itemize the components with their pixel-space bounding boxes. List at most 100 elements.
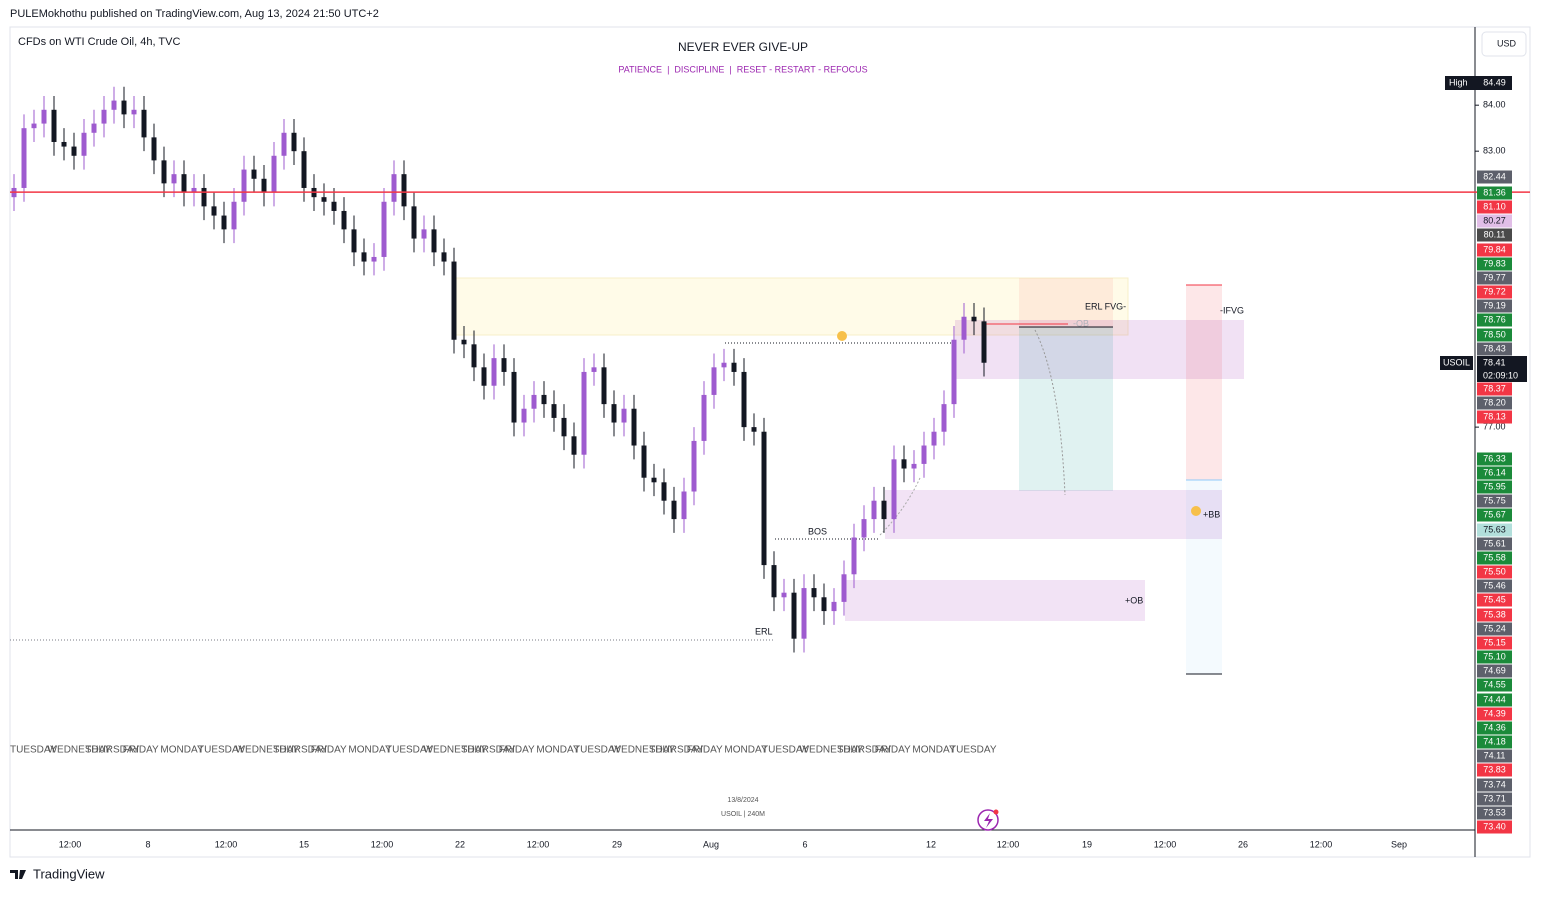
- price-tag-label: 75.75: [1483, 495, 1506, 505]
- x-tick-label: 12:00: [59, 839, 82, 849]
- annotation: +OB: [1125, 595, 1143, 605]
- candle-body: [581, 371, 587, 455]
- alert-badge: [993, 809, 999, 815]
- candle-body: [181, 174, 187, 193]
- weekday-label: WEDNESDAY: [424, 745, 488, 756]
- alert-icon-bolt: [984, 813, 993, 828]
- x-tick-label: 12:00: [1154, 839, 1177, 849]
- candle-body: [961, 316, 967, 340]
- weekday-label: THURSDAY: [837, 745, 892, 756]
- candle-body: [661, 482, 667, 501]
- high-tag-label: High: [1449, 77, 1468, 87]
- price-tag-label: 82.44: [1483, 171, 1506, 181]
- candle-body: [641, 445, 647, 478]
- price-tag-label: 78.50: [1483, 329, 1506, 339]
- candle-body: [751, 427, 757, 432]
- candle-body: [481, 367, 487, 386]
- candle-body: [171, 174, 177, 184]
- candle-body: [891, 459, 897, 520]
- currency[interactable]: USD: [1497, 38, 1517, 48]
- weekday-label: MONDAY: [912, 745, 955, 756]
- price-tag-label: 79.84: [1483, 244, 1506, 254]
- candle-body: [151, 137, 157, 161]
- weekday-label: FRIDAY: [123, 745, 159, 756]
- price-tag: [1477, 537, 1512, 551]
- candle-body: [411, 206, 417, 239]
- price-tag: [1477, 186, 1512, 200]
- price-tag: [1477, 778, 1512, 792]
- candle-body: [451, 261, 457, 340]
- y-tick-label: 77.00: [1483, 421, 1506, 431]
- candle-body: [941, 404, 947, 432]
- candle-body: [571, 436, 577, 455]
- candle-body: [161, 160, 167, 184]
- candle-body: [671, 500, 677, 520]
- price-tag-label: 81.36: [1483, 187, 1506, 197]
- candle-body: [551, 404, 557, 418]
- candle-body: [871, 500, 877, 520]
- candle-body: [841, 574, 847, 602]
- price-tag: [1477, 243, 1512, 257]
- projection-path: [1034, 329, 1066, 496]
- candle-body: [531, 394, 537, 409]
- candle-body: [421, 229, 427, 239]
- candle-body: [861, 519, 867, 538]
- x-tick-label: 12:00: [371, 839, 394, 849]
- candle-body: [231, 201, 237, 230]
- price-tag-label: 73.40: [1483, 821, 1506, 831]
- candle-body: [771, 565, 777, 598]
- weekday-label: MONDAY: [536, 745, 579, 756]
- weekday-label: WEDNESDAY: [612, 745, 676, 756]
- ob-zone: [845, 580, 1145, 621]
- price-tag-label: 74.18: [1483, 736, 1506, 746]
- candle-body: [631, 408, 637, 446]
- candle-body: [731, 362, 737, 372]
- candle-body: [541, 394, 547, 405]
- candle-body: [291, 132, 297, 152]
- currency-button[interactable]: [1481, 31, 1527, 57]
- price-tag: [1477, 820, 1512, 834]
- price-tag-label: 75.45: [1483, 594, 1506, 604]
- candle-body: [351, 229, 357, 253]
- price-tag-label: 73.53: [1483, 807, 1506, 817]
- weekday-label: WEDNESDAY: [236, 745, 300, 756]
- candle-body: [951, 339, 957, 405]
- price-tag-label: 76.33: [1483, 453, 1506, 463]
- price-tag-label: 75.67: [1483, 509, 1506, 519]
- price-tag-label: 74.44: [1483, 694, 1506, 704]
- candle-body: [741, 371, 747, 428]
- candle-body: [511, 371, 517, 423]
- price-tag: [1477, 721, 1512, 735]
- candle-body: [561, 417, 567, 437]
- current-price: 78.41: [1483, 357, 1506, 367]
- price-tag: [1477, 200, 1512, 214]
- price-tag-label: 75.95: [1483, 481, 1506, 491]
- weekday-label: MONDAY: [348, 745, 391, 756]
- candle-body: [251, 169, 257, 179]
- price-tag: [1477, 664, 1512, 678]
- price-tag-label: 78.37: [1483, 383, 1506, 393]
- price-tag-label: 75.38: [1483, 609, 1506, 619]
- watermark-symbol: USOIL | 240M: [721, 811, 765, 818]
- candle-body: [331, 201, 337, 211]
- price-tag-label: 81.10: [1483, 201, 1506, 211]
- annotation: -IFVG: [1220, 305, 1244, 315]
- candle-body: [51, 109, 57, 142]
- current-symbol: USOIL: [1443, 357, 1470, 367]
- price-tag: [1477, 480, 1512, 494]
- candle-body: [101, 109, 107, 124]
- weekday-label: TUESDAY: [574, 745, 621, 756]
- candle-body: [621, 408, 627, 423]
- price-tag: [1477, 735, 1512, 749]
- weekday-label: FRIDAY: [499, 745, 535, 756]
- candle-body: [221, 215, 227, 230]
- candle-body: [461, 339, 467, 345]
- high-tag-price: 84.49: [1483, 77, 1506, 87]
- price-tag-label: 75.58: [1483, 552, 1506, 562]
- x-tick-label: 6: [802, 839, 807, 849]
- candle-body: [701, 394, 707, 441]
- x-tick-label: 26: [1238, 839, 1248, 849]
- candle-body: [21, 128, 27, 188]
- candle-body: [81, 132, 87, 156]
- weekday-label: TUESDAY: [950, 745, 997, 756]
